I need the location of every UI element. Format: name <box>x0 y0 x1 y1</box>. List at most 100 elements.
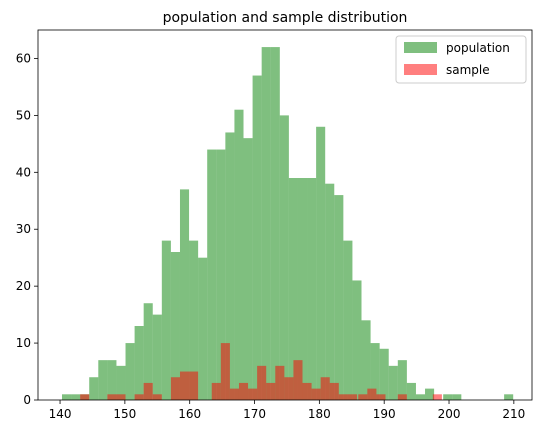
x-tick-label-170: 170 <box>243 407 266 421</box>
sample-bar-1 <box>107 394 117 400</box>
x-axis: 140 150 160 170 180 190 200 210 <box>49 400 525 421</box>
sample-bar-21 <box>320 377 330 400</box>
sample-bar-4 <box>143 382 153 400</box>
population-bar-33 <box>361 320 371 400</box>
population-bar-28 <box>316 126 326 401</box>
population-bar-35 <box>379 348 389 400</box>
population-bar-14 <box>189 240 199 400</box>
x-tick-label-200: 200 <box>438 407 461 421</box>
population-bar-20 <box>243 138 253 400</box>
sample-bars <box>80 343 442 400</box>
population-bar-37 <box>397 360 407 400</box>
sample-bar-0 <box>80 394 90 400</box>
x-tick-label-140: 140 <box>49 407 72 421</box>
population-bar-34 <box>370 343 380 400</box>
population-bar-39 <box>415 394 426 400</box>
sample-bar-2 <box>116 394 126 400</box>
population-bars <box>61 47 514 401</box>
x-tick-label-160: 160 <box>178 407 201 421</box>
sample-bar-22 <box>329 382 339 400</box>
population-bar-13 <box>179 189 190 400</box>
population-bar-10 <box>152 314 162 400</box>
y-tick-label-60: 60 <box>16 51 31 65</box>
population-bar-17 <box>216 149 226 400</box>
population-bar-40 <box>425 388 435 400</box>
population-bar-11 <box>161 240 171 400</box>
x-tick-label-180: 180 <box>308 407 331 421</box>
population-bar-3 <box>89 377 99 400</box>
population-bar-6 <box>116 365 126 400</box>
legend-label-sample: sample <box>446 63 490 77</box>
sample-bar-10 <box>220 343 230 400</box>
population-bar-5 <box>107 360 117 400</box>
sample-bar-6 <box>170 377 180 400</box>
population-bar-7 <box>125 343 135 400</box>
population-bar-9 <box>143 303 153 400</box>
sample-bar-17 <box>284 377 294 400</box>
population-bar-1 <box>71 394 81 400</box>
y-tick-label-0: 0 <box>23 393 31 407</box>
sample-bar-23 <box>338 394 348 400</box>
sample-bar-16 <box>275 365 285 400</box>
sample-bar-18 <box>293 360 303 400</box>
y-tick-label-50: 50 <box>16 108 31 122</box>
population-bar-12 <box>170 252 180 400</box>
population-bar-19 <box>234 109 244 400</box>
sample-bar-8 <box>189 371 199 400</box>
population-bar-42 <box>443 394 453 400</box>
population-bar-31 <box>343 240 353 400</box>
sample-bar-27 <box>376 394 386 400</box>
y-tick-label-30: 30 <box>16 222 31 236</box>
population-bar-8 <box>134 326 144 400</box>
population-bar-22 <box>261 47 271 400</box>
population-bar-0 <box>61 394 72 400</box>
sample-bar-14 <box>257 365 267 400</box>
sample-bar-5 <box>152 394 162 400</box>
sample-bar-9 <box>211 382 221 400</box>
legend-swatch-sample <box>404 64 437 75</box>
population-bar-4 <box>98 360 108 400</box>
y-tick-label-10: 10 <box>16 336 31 350</box>
sample-bar-12 <box>238 382 249 400</box>
sample-bar-20 <box>311 388 321 400</box>
population-bar-38 <box>406 382 416 400</box>
sample-bar-24 <box>347 394 357 400</box>
legend-swatch-population <box>404 42 437 53</box>
population-bar-16 <box>207 149 217 400</box>
population-bar-29 <box>325 183 335 400</box>
y-tick-label-40: 40 <box>16 165 31 179</box>
population-bar-25 <box>288 178 298 400</box>
population-bar-23 <box>270 47 280 400</box>
sample-bar-15 <box>266 382 276 400</box>
sample-bar-26 <box>367 388 377 400</box>
y-tick-label-20: 20 <box>16 279 31 293</box>
population-bar-36 <box>388 365 398 400</box>
population-bar-21 <box>252 75 262 400</box>
population-bar-27 <box>307 178 317 400</box>
sample-bar-29 <box>432 394 442 400</box>
axes-frame <box>37 29 533 401</box>
population-bar-32 <box>352 280 362 400</box>
legend: population sample <box>395 35 527 84</box>
sample-bar-13 <box>248 388 258 400</box>
sample-bar-7 <box>179 371 190 400</box>
sample-bar-3 <box>134 394 144 400</box>
x-tick-label-210: 210 <box>502 407 525 421</box>
sample-bar-11 <box>229 388 239 400</box>
chart-title: population and sample distribution <box>163 10 408 26</box>
x-tick-label-190: 190 <box>373 407 396 421</box>
population-bar-15 <box>198 257 208 400</box>
population-bar-30 <box>334 195 344 400</box>
population-bar-24 <box>279 115 289 400</box>
legend-label-population: population <box>446 41 510 55</box>
sample-bar-28 <box>397 394 407 400</box>
sample-bar-25 <box>358 394 368 400</box>
population-bar-43 <box>452 394 462 400</box>
y-axis: 0 10 20 30 40 50 60 <box>16 51 38 407</box>
sample-bar-19 <box>302 382 312 400</box>
x-tick-label-150: 150 <box>113 407 136 421</box>
population-bar-44 <box>504 394 514 400</box>
population-bar-26 <box>297 178 308 400</box>
population-bar-18 <box>225 132 235 400</box>
